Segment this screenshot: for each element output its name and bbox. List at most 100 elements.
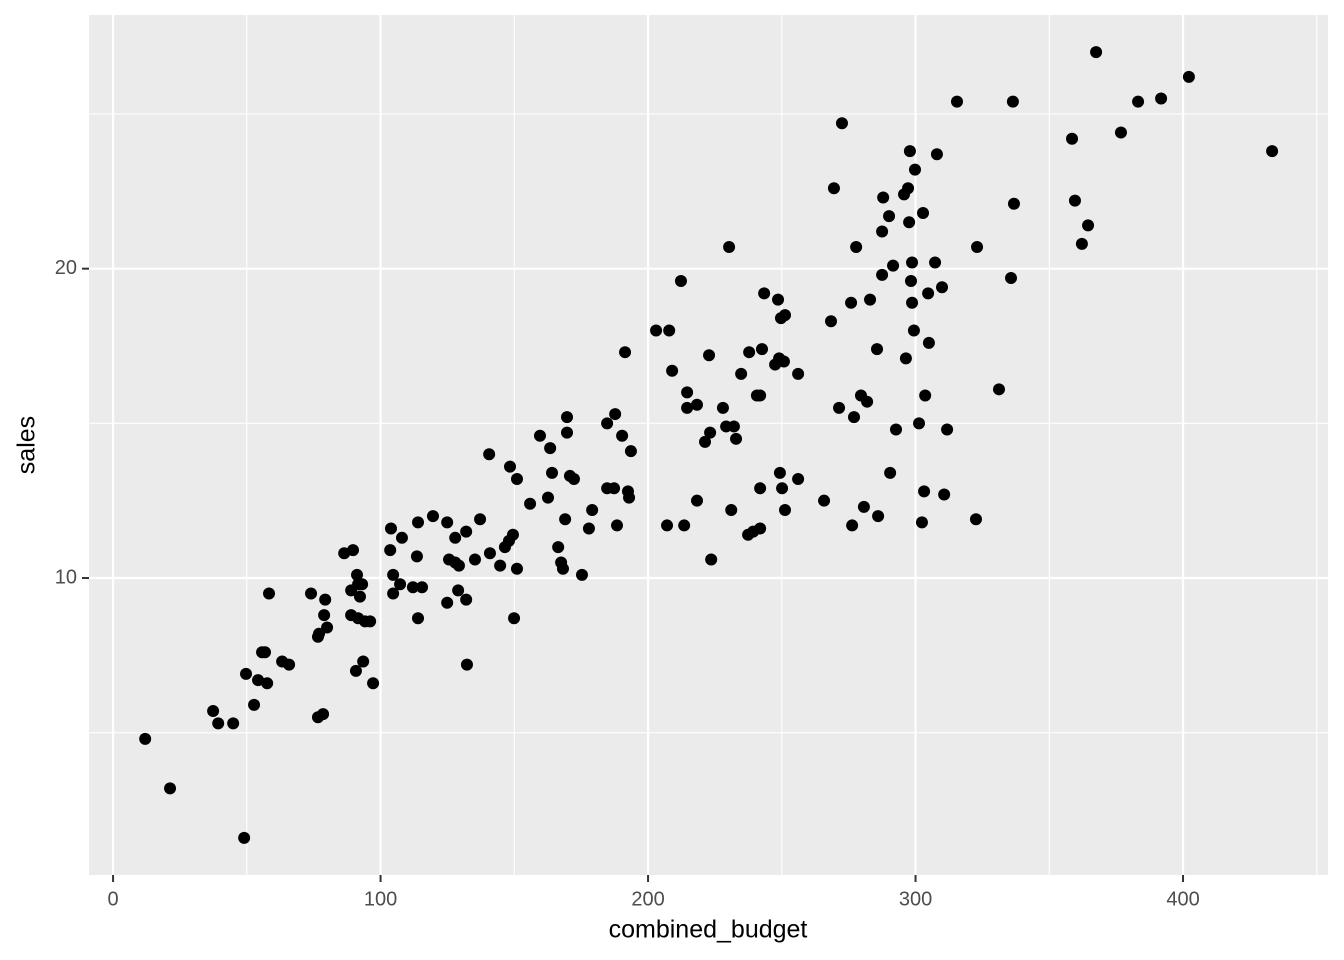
point: [384, 522, 397, 535]
point: [969, 513, 982, 526]
point: [792, 473, 805, 486]
point: [772, 293, 785, 306]
point: [827, 182, 840, 195]
point: [506, 528, 519, 541]
x-tick-label: 300: [899, 888, 932, 910]
point: [1075, 237, 1088, 250]
point: [681, 386, 694, 399]
point: [650, 324, 663, 337]
point: [321, 621, 334, 634]
point: [238, 831, 251, 844]
point: [950, 95, 963, 108]
point: [619, 346, 632, 359]
point: [727, 420, 740, 433]
point: [887, 259, 900, 272]
point: [776, 482, 789, 495]
point: [907, 324, 920, 337]
point: [387, 568, 400, 581]
point: [857, 500, 870, 513]
point: [876, 225, 889, 238]
point: [1007, 197, 1020, 210]
point: [903, 145, 916, 158]
point: [919, 389, 932, 402]
point: [735, 367, 748, 380]
point: [575, 568, 588, 581]
point: [779, 309, 792, 322]
point: [929, 256, 942, 269]
point: [704, 426, 717, 439]
points: [139, 46, 1279, 844]
point: [754, 522, 767, 535]
point: [872, 510, 885, 523]
point: [357, 655, 370, 668]
point: [494, 559, 507, 572]
point: [351, 568, 364, 581]
point: [941, 423, 954, 436]
point: [938, 488, 951, 501]
point: [164, 782, 177, 795]
point: [818, 494, 831, 507]
point: [601, 417, 614, 430]
point: [777, 355, 790, 368]
point: [504, 460, 517, 473]
point: [903, 216, 916, 229]
point: [922, 287, 935, 300]
point: [725, 503, 738, 516]
point: [483, 547, 496, 560]
point: [552, 541, 565, 554]
point: [212, 717, 225, 730]
point: [918, 485, 931, 498]
point: [227, 717, 240, 730]
point: [559, 513, 572, 526]
y-tick-label: 10: [55, 566, 77, 588]
point: [474, 513, 487, 526]
point: [586, 503, 599, 516]
point: [845, 296, 858, 309]
point: [611, 519, 624, 532]
point: [743, 346, 756, 359]
point: [825, 315, 838, 328]
point: [661, 519, 674, 532]
point: [883, 210, 896, 223]
point: [678, 519, 691, 532]
x-tick-label: 400: [1166, 888, 1199, 910]
x-tick-label: 0: [108, 888, 119, 910]
point: [452, 584, 465, 597]
point: [971, 241, 984, 254]
point: [758, 287, 771, 300]
point: [544, 442, 557, 455]
point: [663, 324, 676, 337]
point: [263, 587, 276, 600]
point: [1066, 132, 1079, 145]
point: [1132, 95, 1145, 108]
point: [861, 395, 874, 408]
point: [608, 482, 621, 495]
point: [623, 491, 636, 504]
point: [779, 503, 792, 516]
point: [936, 281, 949, 294]
point: [367, 677, 380, 690]
point: [1182, 70, 1195, 83]
point: [460, 593, 473, 606]
point: [871, 343, 884, 356]
y-axis-label: sales: [13, 416, 41, 474]
point: [716, 401, 729, 414]
point: [992, 383, 1005, 396]
point: [546, 466, 559, 479]
point: [353, 590, 366, 603]
point: [674, 275, 687, 288]
point: [560, 426, 573, 439]
point: [207, 705, 220, 718]
point: [705, 553, 718, 566]
point: [416, 581, 429, 594]
point: [1082, 219, 1095, 232]
point: [349, 664, 362, 677]
point: [922, 336, 935, 349]
point: [384, 544, 397, 557]
point: [846, 519, 859, 532]
point: [252, 674, 265, 687]
point: [261, 677, 274, 690]
point: [624, 445, 637, 458]
point: [666, 364, 679, 377]
point: [318, 609, 331, 622]
